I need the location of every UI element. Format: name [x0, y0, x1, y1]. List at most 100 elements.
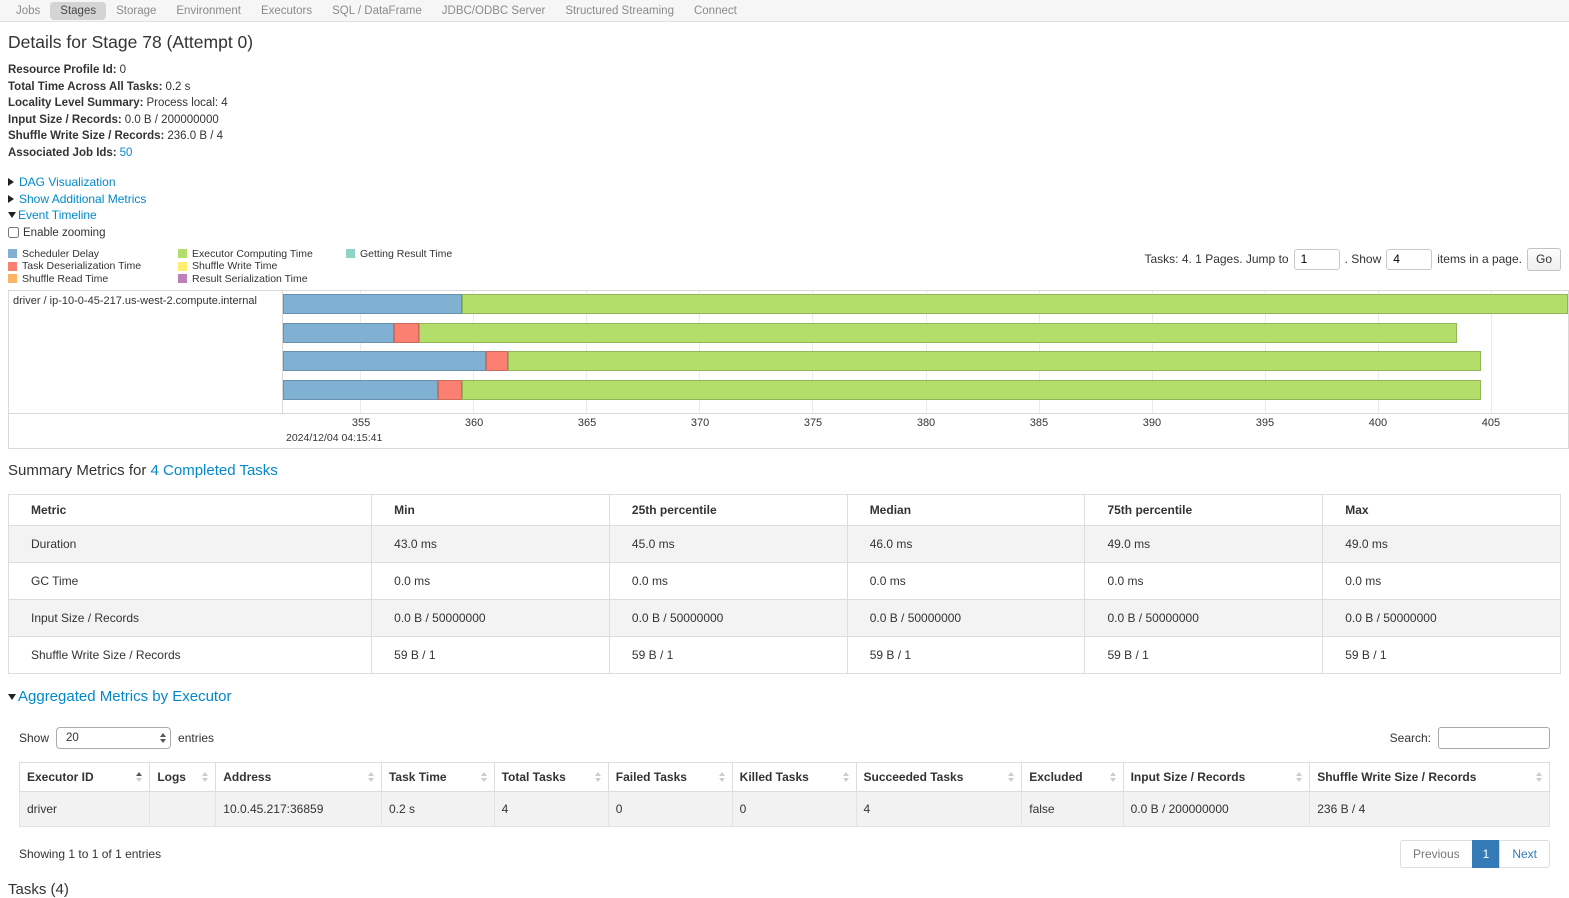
timeline-date-label: 2024/12/04 04:15:41	[286, 432, 383, 444]
col-input-size[interactable]: Input Size / Records	[1122, 762, 1311, 792]
collapsed-arrow-icon	[8, 178, 14, 187]
nav-storage[interactable]: Storage	[116, 4, 157, 17]
event-timeline-link[interactable]: Event Timeline	[18, 208, 97, 223]
executor-computing-time-bar[interactable]	[461, 380, 1481, 401]
expanded-arrow-icon	[8, 212, 16, 219]
aggregated-metrics-link[interactable]: Aggregated Metrics by Executor	[18, 688, 232, 705]
executor-computing-time-bar[interactable]	[419, 322, 1458, 343]
executor-computing-time-bar[interactable]	[507, 351, 1481, 372]
task-deserialization-time-bar[interactable]	[486, 351, 508, 372]
legend-swatch	[178, 261, 187, 271]
col-task-time[interactable]: Task Time	[380, 762, 495, 792]
nav-executors[interactable]: Executors	[260, 4, 313, 17]
timeline-task-row	[283, 294, 1568, 314]
scheduler-delay-bar[interactable]	[283, 380, 439, 401]
legend-item-getting-result: Getting Result Time	[346, 248, 452, 261]
col-label: Shuffle Write Size / Records	[1317, 770, 1477, 784]
summary-row-duration: Duration 43.0 ms 45.0 ms 46.0 ms 49.0 ms…	[7, 525, 1561, 563]
info-value: 0.0 B / 200000000	[124, 113, 219, 126]
col-label: Task Time	[388, 770, 447, 784]
legend-swatch	[8, 249, 17, 259]
col-excluded[interactable]: Excluded	[1021, 762, 1124, 792]
jump-to-page-input[interactable]	[1293, 248, 1340, 270]
show-entries-control: Show 20 entries	[19, 727, 214, 749]
nav-jobs[interactable]: Jobs	[16, 4, 41, 17]
enable-zooming-checkbox[interactable]	[8, 227, 19, 238]
event-timeline-toggle[interactable]: Event Timeline	[8, 207, 1561, 224]
cell-total-tasks: 4	[493, 791, 609, 827]
timeline-task-row	[283, 322, 1568, 343]
executor-search-input[interactable]	[1438, 727, 1550, 749]
timeline-gridline	[1490, 291, 1492, 413]
sort-icon	[842, 772, 849, 782]
show-entries-select[interactable]: 20	[56, 727, 172, 749]
search-label: Search:	[1389, 731, 1431, 745]
cell: 49.0 ms	[1322, 525, 1561, 563]
col-label: Failed Tasks	[615, 770, 687, 784]
nav-jdbc-odbc[interactable]: JDBC/ODBC Server	[441, 4, 546, 17]
page-1-button[interactable]: 1	[1471, 840, 1501, 868]
cell: 0.0 B / 50000000	[371, 599, 610, 637]
cell: 0.0 B / 50000000	[1084, 599, 1324, 637]
timeline-tick-label: 365	[577, 417, 597, 429]
sort-icon	[1536, 772, 1542, 782]
legend-item-result-serialization: Result Serialization Time	[178, 273, 346, 286]
scheduler-delay-bar[interactable]	[283, 351, 487, 372]
legend-swatch	[346, 249, 355, 259]
cell: 0.0 B / 50000000	[608, 599, 848, 637]
col-executor-id[interactable]: Executor ID	[18, 762, 151, 792]
go-button[interactable]: Go	[1526, 247, 1561, 271]
cell-logs	[149, 791, 217, 827]
sort-icon	[718, 772, 725, 782]
executor-computing-time-bar[interactable]	[461, 294, 1568, 314]
scheduler-delay-bar[interactable]	[283, 294, 462, 314]
nav-connect[interactable]: Connect	[693, 4, 737, 17]
scheduler-delay-bar[interactable]	[283, 322, 394, 343]
task-deserialization-time-bar[interactable]	[438, 380, 462, 401]
col-label: Executor ID	[27, 770, 94, 784]
tasks-heading: Tasks (4)	[8, 881, 69, 898]
task-deserialization-time-bar[interactable]	[393, 322, 420, 343]
col-killed-tasks[interactable]: Killed Tasks	[731, 762, 857, 792]
info-input-size: Input Size / Records: 0.0 B / 200000000	[8, 112, 1561, 129]
info-label: Locality Level Summary:	[8, 97, 144, 109]
col-shuffle-write-size[interactable]: Shuffle Write Size / Records	[1309, 762, 1550, 792]
col-25th: 25th percentile	[608, 494, 848, 526]
previous-page-button[interactable]: Previous	[1399, 840, 1473, 868]
info-shuffle-write: Shuffle Write Size / Records: 236.0 B / 4	[8, 128, 1561, 145]
sort-icon	[1008, 772, 1015, 782]
col-failed-tasks[interactable]: Failed Tasks	[607, 762, 733, 792]
associated-job-id-link[interactable]: 50	[119, 146, 133, 159]
nav-stages[interactable]: Stages	[50, 1, 107, 20]
info-job-ids: Associated Job Ids: 50	[8, 145, 1561, 162]
completed-tasks-link[interactable]: 4 Completed Tasks	[150, 462, 278, 479]
sort-icon	[594, 772, 601, 782]
sort-icon	[136, 772, 143, 782]
additional-metrics-toggle[interactable]: Show Additional Metrics	[8, 191, 1561, 208]
col-total-tasks[interactable]: Total Tasks	[493, 762, 609, 792]
dag-visualization-link[interactable]: DAG Visualization	[19, 175, 116, 190]
nav-structured-streaming[interactable]: Structured Streaming	[565, 4, 674, 17]
cell: 0.0 ms	[846, 562, 1086, 600]
col-max: Max	[1322, 494, 1561, 526]
col-label: Succeeded Tasks	[863, 770, 964, 784]
items-per-page-input[interactable]	[1386, 248, 1433, 270]
additional-metrics-link[interactable]: Show Additional Metrics	[19, 191, 147, 206]
event-timeline-chart: driver / ip-10-0-45-217.us-west-2.comput…	[8, 290, 1569, 449]
next-page-button[interactable]: Next	[1499, 840, 1550, 868]
cell: 45.0 ms	[608, 525, 848, 563]
aggregated-metrics-heading[interactable]: Aggregated Metrics by Executor	[8, 688, 1561, 705]
timeline-tick-label: 400	[1368, 417, 1388, 429]
nav-sql-dataframe[interactable]: SQL / DataFrame	[332, 4, 422, 17]
cell: Input Size / Records	[7, 599, 373, 637]
page-title: Details for Stage 78 (Attempt 0)	[8, 32, 254, 52]
info-value: 236.0 B / 4	[167, 130, 223, 142]
agg-header-row: Executor ID Logs Address Task Time Total…	[18, 762, 1550, 792]
col-succeeded-tasks[interactable]: Succeeded Tasks	[855, 762, 1023, 792]
col-address[interactable]: Address	[215, 762, 382, 792]
col-logs[interactable]: Logs	[149, 762, 217, 792]
dag-visualization-toggle[interactable]: DAG Visualization	[8, 174, 1561, 191]
legend-label: Task Deserialization Time	[22, 260, 142, 273]
nav-environment[interactable]: Environment	[176, 4, 241, 17]
cell: 59 B / 1	[1084, 636, 1324, 674]
